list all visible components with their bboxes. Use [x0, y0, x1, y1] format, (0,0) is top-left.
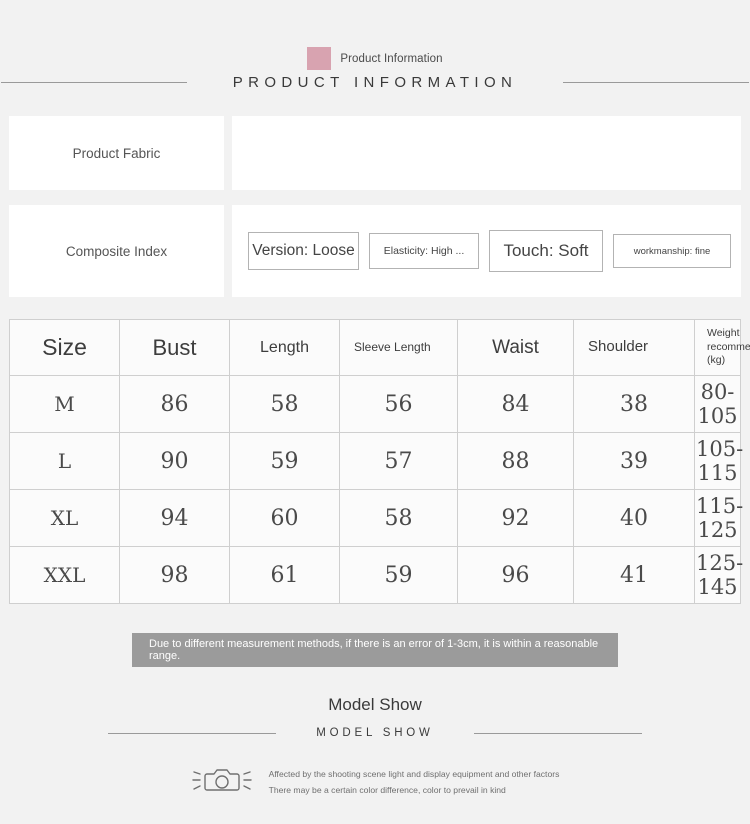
column-header-length: Length [229, 319, 340, 376]
cell-length: 60 [229, 489, 340, 547]
cell-shoulder: 39 [573, 432, 695, 490]
cell-bust: 90 [119, 432, 230, 490]
divider-right [473, 732, 642, 734]
product-information-header: Product Information PRODUCT INFORMATION [0, 0, 750, 100]
composite-index-row: Composite Index Version: Loose Elasticit… [9, 205, 741, 297]
cell-weight: 125-145 [694, 546, 743, 604]
page-title: PRODUCT INFORMATION [232, 74, 518, 91]
cell-sleeve: 57 [339, 432, 458, 490]
cell-shoulder: 38 [573, 375, 695, 433]
disclaimer-line-1: Affected by the shooting scene light and… [268, 768, 560, 779]
chip-version: Version: Loose [248, 232, 359, 270]
title-row: PRODUCT INFORMATION [0, 74, 750, 91]
composite-index-value: Version: Loose Elasticity: High ... Touc… [232, 205, 741, 297]
cell-waist: 96 [457, 546, 574, 604]
table-row: L 90 59 57 88 39 105-115 [9, 432, 743, 490]
cell-waist: 92 [457, 489, 574, 547]
chip-touch: Touch: Soft [489, 230, 603, 272]
cell-shoulder: 41 [573, 546, 695, 604]
disclaimer-line-2: There may be a certain color difference,… [268, 784, 506, 795]
cell-size: XL [9, 489, 120, 547]
cell-sleeve: 58 [339, 489, 458, 547]
badge-row: Product Information [0, 47, 750, 70]
cell-length: 61 [229, 546, 340, 604]
divider-right [563, 82, 750, 83]
cell-size: XXL [9, 546, 120, 604]
badge-label: Product Information [340, 52, 443, 65]
color-swatch-icon [307, 47, 332, 70]
model-show-title: Model Show [328, 695, 422, 714]
column-header-bust: Bust [119, 319, 230, 376]
composite-index-label: Composite Index [9, 205, 224, 297]
product-fabric-label: Product Fabric [9, 116, 224, 190]
disclaimer-text: Affected by the shooting scene light and… [269, 767, 560, 799]
color-disclaimer: Affected by the shooting scene light and… [0, 763, 750, 802]
table-row: XXL 98 61 59 96 41 125-145 [9, 546, 743, 604]
product-fabric-row: Product Fabric [9, 116, 741, 190]
measurement-notice: Due to different measurement methods, if… [132, 633, 618, 667]
cell-bust: 94 [119, 489, 230, 547]
measurement-notice-wrap: Due to different measurement methods, if… [0, 633, 750, 667]
cell-weight: 105-115 [694, 432, 743, 490]
cell-size: M [9, 375, 120, 433]
cell-shoulder: 40 [573, 489, 695, 547]
model-show-header: Model Show MODEL SHOW [0, 695, 750, 757]
chip-workmanship: workmanship: fine [613, 234, 731, 268]
product-fabric-value [232, 116, 741, 190]
cell-waist: 84 [457, 375, 574, 433]
composite-chip-group: Version: Loose Elasticity: High ... Touc… [248, 230, 731, 272]
divider-left [0, 82, 187, 83]
cell-weight: 80-105 [694, 375, 741, 433]
column-header-sleeve: Sleeve Length [339, 319, 458, 376]
model-show-subtitle: MODEL SHOW [316, 727, 434, 739]
column-header-size: Size [9, 319, 120, 376]
model-show-subtitle-row: MODEL SHOW [0, 727, 750, 739]
column-header-shoulder: Shoulder [573, 319, 695, 376]
cell-size: L [9, 432, 120, 490]
column-header-weight: Weight recommendations (kg) [694, 319, 750, 376]
column-header-waist: Waist [457, 319, 574, 376]
cell-bust: 86 [119, 375, 230, 433]
cell-sleeve: 56 [339, 375, 458, 433]
table-header-row: Size Bust Length Sleeve Length Waist Sho… [9, 319, 750, 376]
cell-length: 59 [229, 432, 340, 490]
camera-icon [191, 763, 253, 802]
cell-sleeve: 59 [339, 546, 458, 604]
divider-left [108, 732, 277, 734]
cell-waist: 88 [457, 432, 574, 490]
cell-length: 58 [229, 375, 340, 433]
cell-bust: 98 [119, 546, 230, 604]
table-row: M 86 58 56 84 38 80-105 [9, 375, 741, 433]
cell-weight: 115-125 [694, 489, 743, 547]
chip-elasticity: Elasticity: High ... [369, 233, 479, 269]
size-chart-table: Size Bust Length Sleeve Length Waist Sho… [9, 319, 750, 604]
table-row: XL 94 60 58 92 40 115-125 [9, 489, 743, 547]
